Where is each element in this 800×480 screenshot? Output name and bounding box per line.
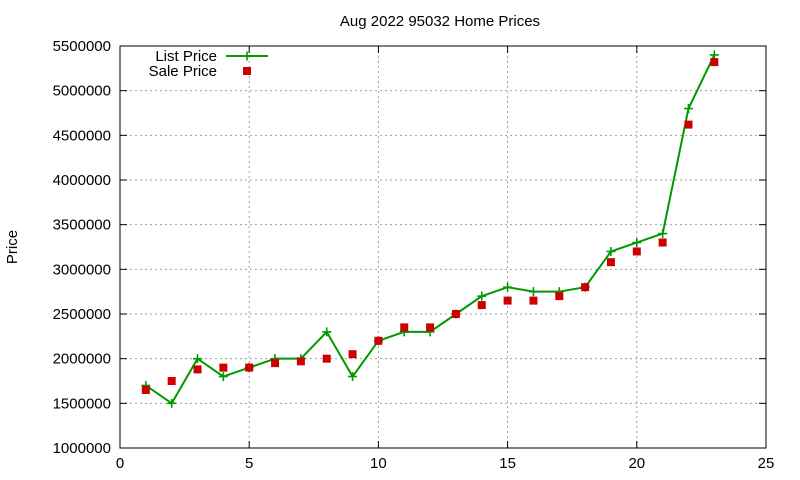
- data-point-sale-price: [710, 58, 719, 67]
- x-tick-label: 25: [758, 455, 775, 472]
- data-point-sale-price: [426, 323, 435, 332]
- data-point-list-price: [709, 50, 719, 60]
- y-tick-label: 2000000: [53, 351, 111, 368]
- y-tick-label: 5000000: [53, 83, 111, 100]
- data-point-list-price: [683, 104, 693, 114]
- legend: List Price Sale Price: [149, 48, 268, 80]
- data-point-sale-price: [219, 363, 228, 372]
- x-tick-label: 10: [370, 455, 387, 472]
- x-tick-label: 15: [499, 455, 516, 472]
- data-point-sale-price: [632, 247, 641, 256]
- data-point-list-price: [167, 398, 177, 408]
- data-point-list-price: [658, 229, 668, 239]
- y-tick-label: 4000000: [53, 172, 111, 189]
- data-point-sale-price: [245, 363, 254, 372]
- y-tick-label: 2500000: [53, 306, 111, 323]
- legend-marker-sale-price: [243, 67, 251, 75]
- data-point-sale-price: [684, 120, 693, 129]
- y-tick-label: 1000000: [53, 440, 111, 457]
- data-point-list-price: [632, 238, 642, 248]
- legend-label-list-price: List Price: [155, 48, 217, 65]
- data-point-sale-price: [451, 310, 460, 318]
- data-point-list-price: [322, 327, 332, 337]
- data-point-list-price: [218, 372, 228, 382]
- data-point-sale-price: [529, 296, 538, 305]
- legend-sample-sale-price: [243, 67, 251, 75]
- x-tick-label: 5: [245, 455, 253, 472]
- data-point-sale-price: [477, 301, 486, 310]
- data-point-sale-price: [606, 258, 615, 267]
- data-point-sale-price: [400, 323, 409, 332]
- data-point-sale-price: [348, 350, 357, 359]
- chart-title: Aug 2022 95032 Home Prices: [340, 13, 540, 30]
- y-tick-label: 3000000: [53, 261, 111, 278]
- data-point-sale-price: [167, 377, 176, 385]
- data-point-sale-price: [658, 238, 667, 247]
- data-point-sale-price: [555, 292, 564, 301]
- data-point-sale-price: [503, 296, 512, 305]
- x-tick-label: 20: [628, 455, 645, 472]
- data-point-list-price: [348, 372, 358, 382]
- legend-label-sale-price: Sale Price: [149, 63, 217, 80]
- x-tick-label: 0: [116, 455, 124, 472]
- series-layer: [141, 50, 719, 408]
- data-point-list-price: [193, 354, 203, 364]
- axis-ticks: [119, 45, 767, 449]
- data-point-sale-price: [322, 354, 331, 363]
- y-tick-label: 1500000: [53, 395, 111, 412]
- y-tick-label: 5500000: [53, 38, 111, 55]
- series-line-list-price: [145, 54, 716, 405]
- data-point-list-price: [606, 246, 616, 256]
- data-point-sale-price: [296, 357, 305, 366]
- data-point-sale-price: [374, 336, 383, 345]
- legend-marker-list-price: [242, 51, 252, 61]
- grid-lines: [120, 46, 766, 448]
- y-axis-label: Price: [4, 230, 21, 264]
- data-point-sale-price: [193, 365, 202, 374]
- data-point-list-price: [503, 282, 513, 292]
- plot-frame: [119, 45, 767, 449]
- data-point-sale-price: [141, 385, 150, 394]
- tick-labels: 0 5 10 15 20 25 1000000 1500000 2000000 2500000 30…: [53, 38, 775, 472]
- data-point-list-price: [528, 287, 538, 297]
- y-tick-label: 4500000: [53, 127, 111, 144]
- data-point-list-price: [477, 291, 487, 301]
- data-point-sale-price: [581, 283, 590, 292]
- y-tick-label: 3500000: [53, 217, 111, 234]
- data-point-sale-price: [271, 359, 280, 368]
- legend-sample-list-price: [226, 51, 268, 61]
